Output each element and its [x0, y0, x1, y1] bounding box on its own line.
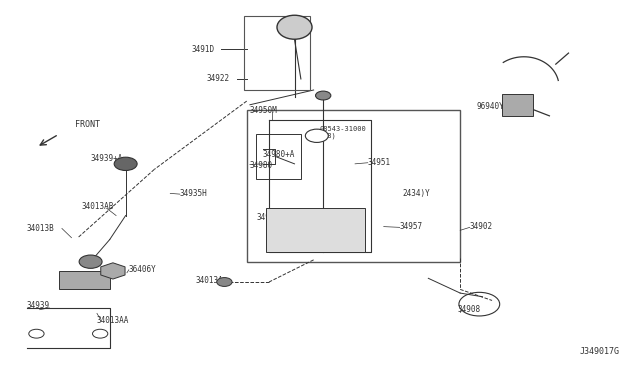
Text: 34013B: 34013B [27, 224, 54, 233]
Text: 34980: 34980 [250, 161, 273, 170]
Text: 34013AB: 34013AB [81, 202, 113, 211]
Circle shape [79, 255, 102, 268]
Text: S: S [315, 133, 319, 139]
Bar [244, 16, 310, 90]
Circle shape [114, 157, 137, 170]
Bar [266, 208, 365, 253]
Text: FRONT: FRONT [75, 120, 100, 129]
Text: 34939+A: 34939+A [91, 154, 123, 163]
Text: 34957: 34957 [399, 222, 423, 231]
Circle shape [93, 329, 108, 338]
Text: 34980+B: 34980+B [256, 213, 289, 222]
Text: 34951: 34951 [368, 157, 391, 167]
Bar [59, 271, 109, 289]
Circle shape [217, 278, 232, 286]
Text: 34013A: 34013A [196, 276, 223, 285]
Bar [256, 134, 301, 179]
Text: 3491D: 3491D [192, 45, 215, 54]
Text: 34922: 34922 [206, 74, 230, 83]
Text: 34950M: 34950M [250, 106, 278, 115]
Bar [502, 94, 534, 116]
Circle shape [29, 329, 44, 338]
Text: 34013AA: 34013AA [97, 316, 129, 325]
Text: 34935H: 34935H [180, 189, 207, 198]
Text: 34980+A: 34980+A [262, 150, 295, 159]
Text: J349017G: J349017G [579, 347, 620, 356]
Circle shape [316, 91, 331, 100]
Text: 08543-31000: 08543-31000 [320, 126, 367, 132]
Text: 2434)Y: 2434)Y [403, 189, 431, 198]
Text: 34908: 34908 [457, 305, 480, 314]
Ellipse shape [277, 15, 312, 39]
Text: 34939: 34939 [27, 301, 50, 311]
Circle shape [305, 129, 328, 142]
Text: 34902: 34902 [470, 222, 493, 231]
Text: (8): (8) [323, 133, 336, 140]
Text: 96940Y: 96940Y [476, 102, 504, 111]
Text: 36406Y: 36406Y [129, 264, 157, 273]
Bar [246, 110, 460, 262]
